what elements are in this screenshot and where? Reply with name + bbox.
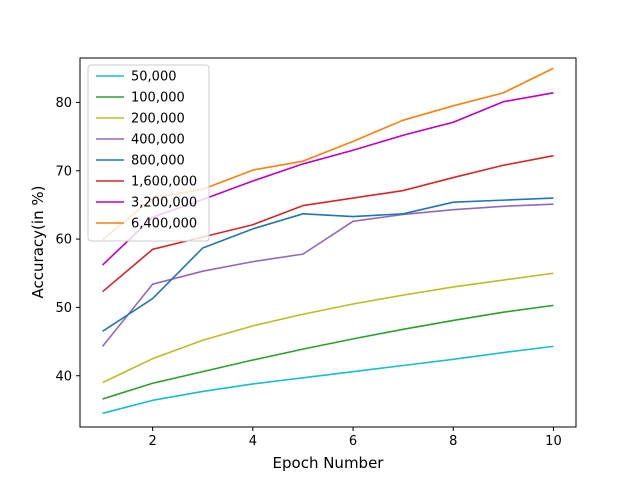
series-line-100000 [102,304,554,400]
axes-layer: 2 4 6 8 10 40 50 60 70 80 [55,57,577,449]
x-tick-label: 6 [349,434,357,449]
legend-label: 50,000 [131,70,177,85]
series-line-400000 [101,203,554,347]
legend-label: 400,000 [131,133,185,148]
x-axis-label: Epoch Number [273,454,385,472]
legend-label: 200,000 [131,112,185,127]
series-line-800000 [102,197,554,332]
y-tick-label: 70 [55,164,72,179]
x-tick-label: 8 [449,434,457,449]
y-tick-label: 80 [55,96,72,111]
x-tick-label: 2 [149,434,157,449]
series-line-50000 [102,345,554,415]
plot-frame [79,57,577,428]
legend: 50,000 100,000 200,000 400,000 800,000 1,600,… [87,64,210,242]
legend-label: 1,600,000 [131,175,197,190]
x-tick-label: 10 [545,434,562,449]
legend-label: 100,000 [131,91,185,106]
legend-label: 6,400,000 [131,217,197,232]
legend-label: 800,000 [131,154,185,169]
legend-label: 3,200,000 [131,196,197,211]
y-tick-label: 60 [55,233,72,248]
y-axis-label: Accuracy(in %) [29,186,47,299]
series-line-1600000 [102,154,554,293]
y-tick-label: 40 [55,369,72,384]
y-tick-label: 50 [55,301,72,316]
x-tick-label: 4 [249,434,257,449]
series-line-200000 [102,272,554,384]
legend-frame [87,64,210,242]
